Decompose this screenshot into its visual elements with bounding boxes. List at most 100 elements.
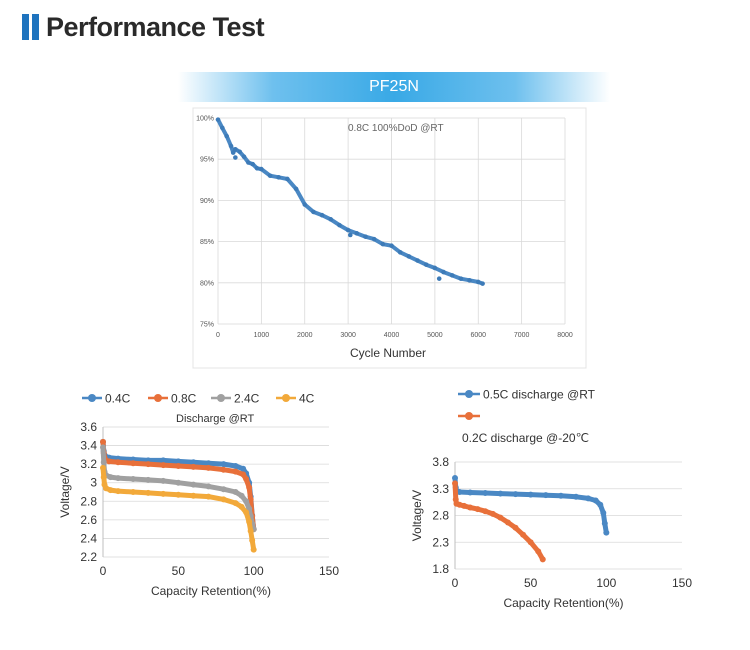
rt-legend-marker-0 [88, 394, 96, 402]
rt-point-3 [100, 474, 107, 481]
cold-y-tick: 3.8 [432, 455, 449, 469]
cycle-point [354, 231, 360, 236]
cycle-point [389, 243, 394, 249]
cold-x-tick: 150 [672, 576, 692, 590]
cycle-point [406, 254, 412, 259]
rt-point-1 [243, 476, 250, 482]
rt-point-2 [205, 483, 212, 490]
cold-point-1 [497, 514, 504, 521]
cycle-point [230, 150, 236, 155]
cold-point-1 [461, 502, 468, 509]
rt-point-2 [220, 486, 227, 493]
rt-legend-label-0: 0.4C [105, 392, 131, 406]
cold-point-0 [603, 529, 610, 536]
rt-point-3 [243, 509, 250, 516]
cycle-x-tick: 1000 [254, 332, 270, 339]
rt-point-1 [115, 459, 122, 466]
rt-y-tick: 3 [90, 476, 97, 490]
cycle-point [328, 217, 334, 222]
cold-y-tick: 1.8 [432, 562, 449, 576]
rt-point-0 [232, 463, 239, 469]
cycle-y-tick: 95% [200, 157, 214, 164]
rt-y-tick: 2.2 [80, 550, 97, 564]
cold-point-0 [512, 491, 519, 498]
cycle-point [220, 125, 225, 131]
rt-point-3 [115, 488, 122, 495]
rt-point-0 [205, 460, 212, 467]
cycle-x-tick: 6000 [470, 332, 486, 339]
rt-point-2 [100, 459, 107, 466]
rt-legend-label-3: 4C [299, 392, 315, 406]
rt-point-3 [246, 518, 253, 525]
rt-point-1 [247, 496, 254, 503]
rt-point-1 [175, 463, 182, 469]
cold-point-1 [535, 548, 542, 555]
model-label: PF25N [369, 78, 419, 95]
cycle-point [224, 133, 229, 139]
rt-point-0 [190, 459, 197, 466]
rt-point-2 [145, 476, 152, 483]
cold-x-tick: 50 [524, 576, 538, 590]
rt-point-2 [107, 474, 114, 481]
cycle-outlier-point [347, 232, 353, 238]
cycle-outlier-point [233, 155, 238, 160]
cycle-x-tick: 3000 [340, 332, 356, 339]
cycle-y-tick: 90% [200, 198, 214, 205]
cycle-chart-frame [192, 107, 587, 369]
cycle-point [311, 209, 316, 215]
cycle-point [467, 278, 472, 283]
rt-point-3 [232, 500, 239, 507]
cold-point-0 [456, 488, 463, 495]
cycle-point [302, 202, 308, 207]
rt-point-2 [115, 475, 122, 482]
rt-point-3 [220, 496, 227, 503]
rt-point-3 [160, 490, 167, 497]
cold-legend-label-0: 0.5C discharge @RT [483, 388, 596, 402]
rt-point-1 [160, 462, 167, 469]
rt-point-2 [238, 492, 245, 499]
cycle-point [441, 269, 446, 275]
cycle-point [267, 173, 273, 178]
cold-point-0 [527, 491, 534, 498]
rt-point-1 [145, 461, 152, 468]
cycle-point [458, 276, 464, 281]
rt-y-tick: 3.6 [80, 420, 97, 434]
cold-point-0 [585, 495, 592, 502]
cycle-x-tick: 0 [216, 332, 220, 339]
cycle-y-tick: 75% [200, 322, 214, 329]
rt-x-tick: 150 [319, 564, 339, 578]
cycle-point [237, 149, 242, 155]
cycle-point [250, 161, 255, 167]
rt-point-3 [100, 464, 106, 471]
cold-y-tick: 2.3 [432, 535, 449, 549]
rt-point-3 [107, 487, 114, 494]
cycle-point [380, 241, 386, 247]
cycle-x-tick: 2000 [297, 332, 313, 339]
cycle-point [259, 166, 264, 172]
cycle-x-tick: 5000 [427, 332, 443, 339]
cycle-point [293, 186, 299, 192]
cycle-x-label: Cycle Number [350, 346, 426, 360]
cold-point-1 [512, 524, 519, 531]
rt-x-tick: 50 [172, 564, 186, 578]
cold-point-0 [452, 475, 458, 482]
cycle-point [423, 262, 429, 267]
rt-point-2 [100, 444, 106, 451]
cycle-point [276, 175, 282, 180]
cycle-x-tick: 7000 [514, 332, 530, 339]
cold-series-line-0 [452, 475, 609, 536]
rt-point-1 [220, 466, 227, 473]
cold-point-0 [597, 501, 604, 508]
cold-point-1 [527, 539, 534, 546]
cold-y-tick: 2.8 [432, 509, 449, 523]
rt-point-1 [106, 458, 113, 465]
rt-point-2 [243, 498, 250, 505]
cold-point-0 [542, 492, 549, 499]
rt-legend-marker-1 [154, 394, 162, 402]
rt-point-3 [190, 492, 197, 499]
rt-y-tick: 2.6 [80, 513, 97, 527]
cycle-chart-title: 0.8C 100%DoD @RT [348, 123, 444, 134]
cycle-point [432, 265, 438, 271]
header-bars-icon [22, 14, 39, 40]
rt-point-2 [160, 477, 167, 484]
